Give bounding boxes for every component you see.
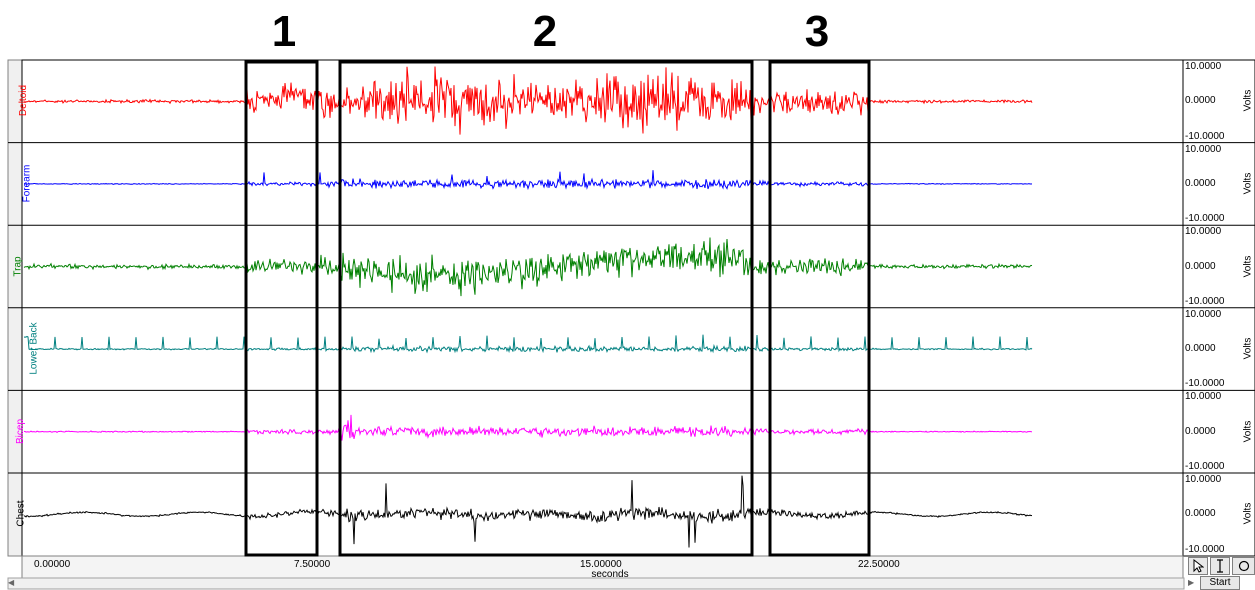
event-box-3 bbox=[768, 60, 871, 557]
tick-1: 7.50000 bbox=[294, 559, 331, 570]
event-box-1 bbox=[244, 60, 319, 557]
scale-top: 10.0000 bbox=[1185, 391, 1222, 403]
scale-mid: 0.0000 bbox=[1185, 508, 1216, 520]
channel-label-lower-back[interactable]: Lower Back bbox=[28, 322, 40, 375]
scale-mid: 0.0000 bbox=[1185, 95, 1216, 107]
unit-label: Volts bbox=[1242, 337, 1254, 360]
channel-label-trap[interactable]: Trap bbox=[12, 255, 24, 277]
trace-forearm bbox=[23, 170, 1033, 191]
start-button[interactable]: Start bbox=[1200, 576, 1240, 590]
scale-mid: 0.0000 bbox=[1185, 260, 1216, 272]
pointer-icon[interactable] bbox=[1188, 557, 1208, 575]
tick-0: 0.00000 bbox=[34, 559, 71, 570]
channel-label-bicep[interactable]: Bicep bbox=[15, 418, 27, 444]
marker-1: 1 bbox=[271, 7, 297, 56]
scroll-left-icon[interactable]: ◀ bbox=[8, 578, 15, 587]
ibeam-icon[interactable] bbox=[1210, 557, 1230, 575]
scale-top: 10.0000 bbox=[1185, 143, 1222, 155]
unit-label: Volts bbox=[1242, 502, 1254, 525]
channel-label-forearm[interactable]: Forearm bbox=[21, 164, 33, 203]
zoom-icon[interactable] bbox=[1232, 557, 1255, 575]
tick-2: 15.00000 bbox=[580, 559, 622, 570]
time-axis-title: seconds bbox=[591, 569, 629, 580]
scale-top: 10.0000 bbox=[1185, 308, 1222, 320]
marker-2: 2 bbox=[532, 7, 558, 56]
scale-top: 10.0000 bbox=[1185, 226, 1222, 238]
marker-3: 3 bbox=[804, 7, 830, 56]
trace-deltoid bbox=[23, 66, 1033, 135]
event-box-2 bbox=[338, 60, 754, 557]
scale-top: 10.0000 bbox=[1185, 474, 1222, 485]
unit-label: Volts bbox=[1242, 255, 1254, 277]
scale-mid: 0.0000 bbox=[1185, 425, 1216, 437]
scale-mid: 0.0000 bbox=[1185, 177, 1216, 189]
scale-bottom: -10.0000 bbox=[1185, 130, 1225, 142]
scale-top: 10.0000 bbox=[1185, 61, 1222, 72]
unit-label: Volts bbox=[1242, 420, 1254, 443]
scale-bottom: -10.0000 bbox=[1185, 543, 1225, 555]
scale-mid: 0.0000 bbox=[1185, 343, 1216, 355]
unit-label: Volts bbox=[1242, 172, 1254, 195]
trace-trap bbox=[23, 237, 1033, 297]
trace-bicep bbox=[23, 414, 1032, 441]
channel-label-chest[interactable]: Chest bbox=[15, 500, 27, 527]
scale-bottom: -10.0000 bbox=[1185, 213, 1225, 225]
tick-3: 22.50000 bbox=[858, 559, 900, 570]
scroll-right-icon[interactable]: ▶ bbox=[1188, 578, 1195, 587]
scale-bottom: -10.0000 bbox=[1185, 378, 1225, 390]
trace-lower-back bbox=[23, 334, 1033, 354]
unit-label: Volts bbox=[1242, 89, 1254, 112]
scale-bottom: -10.0000 bbox=[1185, 461, 1225, 472]
channel-label-deltoid[interactable]: Deltoid bbox=[18, 85, 30, 117]
trace-chest bbox=[23, 475, 1033, 548]
scale-bottom: -10.0000 bbox=[1185, 295, 1225, 307]
